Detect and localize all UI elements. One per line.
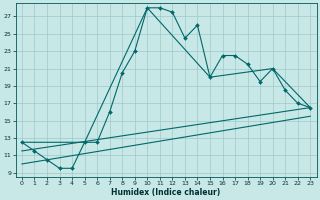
X-axis label: Humidex (Indice chaleur): Humidex (Indice chaleur) <box>111 188 221 197</box>
